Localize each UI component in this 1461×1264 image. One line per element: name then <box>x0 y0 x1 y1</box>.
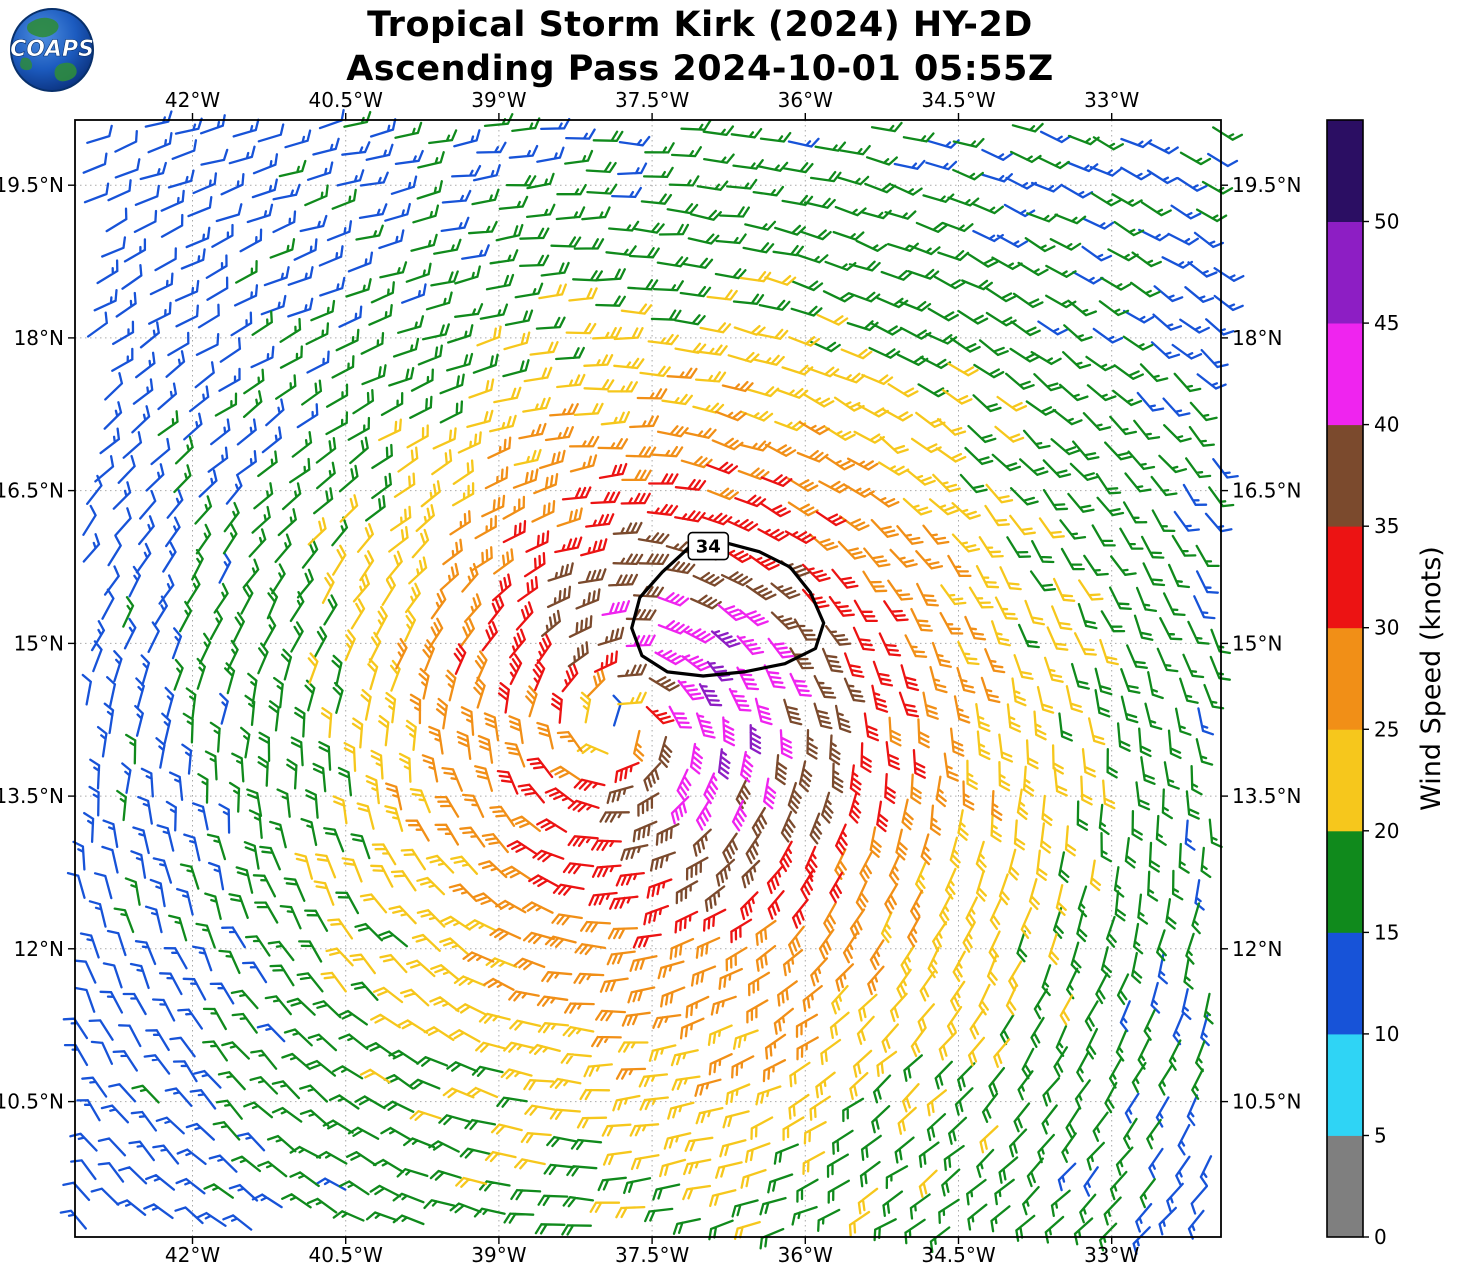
y-tick-label-left: 12°N <box>14 937 64 961</box>
colorbar-tick-label: 10 <box>1374 1022 1399 1046</box>
chart-subtitle: Ascending Pass 2024-10-01 05:55Z <box>346 48 1054 89</box>
x-tick-label-top: 42°W <box>165 88 220 112</box>
globe-continent <box>54 62 77 82</box>
colorbar-tick-label: 5 <box>1374 1124 1387 1148</box>
colorbar-segment-5kt <box>1327 1033 1363 1136</box>
y-tick-label-left: 15°N <box>14 631 64 655</box>
colorbar-tick-label: 30 <box>1374 616 1399 640</box>
y-tick-label-left: 16.5°N <box>0 479 64 503</box>
y-tick-label-left: 18°N <box>14 326 64 350</box>
colorbar-tick-label: 25 <box>1374 717 1399 741</box>
contour-34kt <box>630 541 826 678</box>
y-tick-label-right: 12°N <box>1232 937 1282 961</box>
colorbar-segment-35kt <box>1327 424 1363 527</box>
x-tick-label-bottom: 34.5°W <box>921 1243 996 1264</box>
y-tick-label-right: 18°N <box>1232 326 1282 350</box>
colorbar-segment-30kt <box>1327 526 1363 629</box>
wind-barb-field <box>59 108 1245 1255</box>
colorbar-axis-label: Wind Speed (knots) <box>1416 546 1447 811</box>
chart-title: Tropical Storm Kirk (2024) HY-2D <box>367 5 1033 45</box>
colorbar-tick-label: 20 <box>1374 819 1399 843</box>
wind-barbs-bin-30kt <box>453 461 926 949</box>
colorbar-segment-40kt <box>1327 323 1363 426</box>
colorbar: 0 5 10 15 20 25 30 35 40 45 50 Wind Speed (knots) <box>1326 119 1447 1249</box>
wind-barbs-bin-20kt <box>294 271 1119 1240</box>
x-tick-label-top: 33°W <box>1084 88 1139 112</box>
x-tick-label-bottom: 33°W <box>1084 1243 1139 1264</box>
axes-layer: 42°W 42°W 40.5°W 40.5°W 39°W 39°W 37.5°W 37.5°W… <box>0 88 1302 1264</box>
y-tick-label-left: 10.5°N <box>0 1090 64 1114</box>
wind-barbs-bin-45kt <box>698 630 762 780</box>
colorbar-segment-25kt <box>1327 627 1363 730</box>
x-tick-label-bottom: 42°W <box>165 1243 220 1264</box>
globe-continent <box>27 17 59 38</box>
title-block: Tropical Storm Kirk (2024) HY-2D Ascendi… <box>0 4 1400 92</box>
x-tick-label-top: 37.5°W <box>615 88 690 112</box>
wind-barbs-bin-40kt <box>601 592 812 832</box>
colorbar-tick-label: 40 <box>1374 413 1399 437</box>
x-tick-label-bottom: 37.5°W <box>615 1243 690 1264</box>
y-tick-label-right: 13.5°N <box>1232 784 1302 808</box>
globe-continent <box>20 57 33 71</box>
x-tick-label-top: 34.5°W <box>921 88 996 112</box>
y-tick-label-right: 10.5°N <box>1232 1090 1302 1114</box>
x-tick-label-bottom: 36°W <box>778 1243 833 1264</box>
x-tick-label-top: 36°W <box>778 88 833 112</box>
coaps-logo: COAPS <box>8 6 96 94</box>
y-tick-label-left: 13.5°N <box>0 784 64 808</box>
colorbar-segment-10kt <box>1327 932 1363 1035</box>
wind-barbs-bin-25kt <box>385 367 1006 1097</box>
y-tick-label-right: 16.5°N <box>1232 479 1302 503</box>
colorbar-tick-label: 35 <box>1374 514 1399 538</box>
colorbar-segment-15kt <box>1327 830 1363 933</box>
wind-barbs-bin-10kt <box>59 108 1245 1255</box>
y-tick-label-right: 19.5°N <box>1232 173 1302 197</box>
colorbar-segment-50kt <box>1327 120 1363 222</box>
coaps-logo-text: COAPS <box>10 37 94 62</box>
x-tick-label-bottom: 39°W <box>471 1243 526 1264</box>
colorbar-segment-20kt <box>1327 729 1363 832</box>
colorbar-tick-label: 0 <box>1374 1225 1387 1249</box>
colorbar-tick-label: 15 <box>1374 920 1399 944</box>
x-tick-label-bottom: 40.5°W <box>309 1243 384 1264</box>
y-tick-label-left: 19.5°N <box>0 173 64 197</box>
colorbar-tick-label: 50 <box>1374 210 1399 234</box>
wind-barbs-bin-15kt <box>113 110 1244 1254</box>
x-tick-label-top: 39°W <box>471 88 526 112</box>
colorbar-segment-0kt <box>1327 1135 1363 1238</box>
contour-label: 34 <box>696 537 721 558</box>
contour-layer: 34 <box>630 531 826 678</box>
contour-label-box <box>687 531 730 561</box>
wind-barbs-bin-35kt <box>541 521 866 913</box>
plot-border <box>74 119 1222 1238</box>
x-tick-label-top: 40.5°W <box>309 88 384 112</box>
colorbar-border <box>1326 119 1364 1238</box>
y-tick-label-right: 15°N <box>1232 631 1282 655</box>
colorbar-tick-label: 45 <box>1374 311 1399 335</box>
coaps-logo-globe: COAPS <box>10 8 94 92</box>
colorbar-segment-45kt <box>1327 221 1363 324</box>
